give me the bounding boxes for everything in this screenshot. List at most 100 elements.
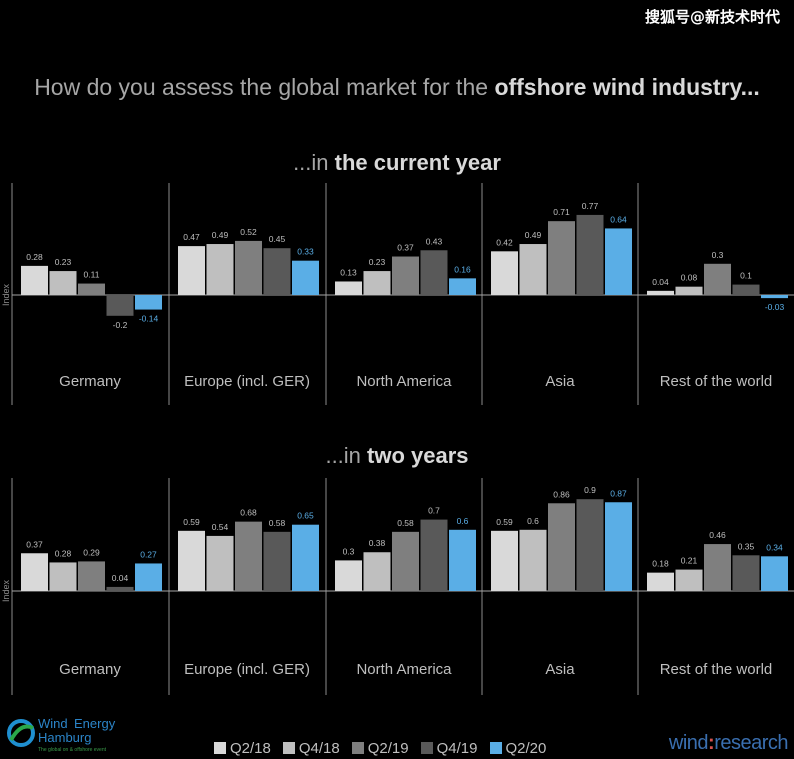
- y-axis-label: Index: [1, 579, 11, 602]
- bar: [704, 263, 731, 295]
- category-label: Asia: [545, 661, 575, 678]
- bar: [392, 256, 419, 295]
- bar: [392, 531, 419, 591]
- data-label: 0.1: [740, 271, 752, 281]
- bar: [576, 499, 604, 591]
- logo-line2: Hamburg: [38, 730, 91, 745]
- logo-swirl-icon: Wind Energy Hamburg The global on & offs…: [7, 716, 116, 753]
- bar: [292, 260, 319, 295]
- data-label: -0.2: [113, 320, 128, 330]
- bar: [761, 556, 788, 591]
- data-label: 0.7: [428, 506, 440, 516]
- data-label: 0.45: [269, 234, 286, 244]
- bar: [449, 278, 476, 295]
- logo-line1b: Energy: [74, 716, 116, 731]
- legend-item: Q4/18: [282, 739, 340, 757]
- data-label: 0.3: [712, 250, 724, 260]
- category-label: Rest of the world: [660, 373, 773, 390]
- bar: [519, 529, 547, 591]
- chart-current-year: Index 0.28 0.23 0.11 -0.2 -0.14 Germany 0.47 0.4…: [1, 183, 794, 405]
- data-label: 0.71: [553, 207, 570, 217]
- bar: [135, 295, 162, 310]
- category-label: Europe (incl. GER): [184, 373, 310, 390]
- bar: [292, 524, 319, 591]
- data-label: 0.59: [183, 517, 200, 527]
- data-label: 0.28: [26, 252, 43, 262]
- bar: [206, 244, 234, 295]
- data-label: 0.87: [610, 488, 627, 498]
- data-label: 0.37: [26, 539, 43, 549]
- bar: [647, 290, 674, 295]
- bar: [491, 530, 518, 591]
- section-title-prefix: ...in: [325, 443, 368, 468]
- main-title-prefix: How do you assess the global market for …: [34, 74, 495, 100]
- data-label: 0.33: [297, 247, 314, 257]
- bar: [761, 295, 788, 299]
- brand-right: research: [714, 732, 788, 754]
- data-label: 0.23: [369, 257, 386, 267]
- data-label: 0.08: [681, 273, 698, 283]
- bar: [49, 271, 77, 295]
- legend-swatch: [420, 742, 433, 754]
- data-label: 0.52: [240, 227, 257, 237]
- bar: [335, 281, 362, 295]
- bar: [647, 572, 674, 591]
- data-label: -0.14: [139, 314, 159, 324]
- legend-swatch: [214, 742, 226, 754]
- bar: [732, 555, 760, 591]
- logo-tagline: The global on & offshore event: [38, 747, 107, 753]
- bar: [78, 283, 105, 295]
- bar: [675, 569, 703, 591]
- data-label: 0.04: [112, 573, 129, 583]
- legend-label: Q2/19: [367, 739, 409, 757]
- bar: [21, 265, 48, 295]
- data-label: 0.42: [496, 237, 513, 247]
- bar: [178, 530, 205, 591]
- data-label: 0.6: [527, 516, 539, 526]
- data-label: 0.11: [84, 270, 100, 280]
- data-label: 0.35: [738, 541, 755, 551]
- data-label: 0.27: [140, 549, 157, 559]
- data-label: -0.03: [765, 302, 785, 312]
- wind-research-brand: wind:research: [668, 732, 789, 755]
- bar: [449, 529, 476, 591]
- category-label: Germany: [59, 661, 121, 678]
- legend-label: Q2/18: [230, 739, 271, 757]
- legend-swatch: [351, 742, 364, 754]
- data-label: 0.23: [55, 257, 72, 267]
- data-label: 0.58: [269, 518, 286, 528]
- bar: [675, 286, 703, 295]
- bar: [519, 244, 547, 295]
- bar: [106, 586, 134, 591]
- data-label: 0.54: [212, 522, 229, 532]
- legend-swatch: [489, 742, 502, 754]
- bar: [548, 221, 575, 295]
- bar: [263, 531, 291, 591]
- brand-left: wind: [668, 732, 709, 754]
- legend-label: Q4/19: [436, 739, 478, 757]
- bar: [106, 295, 134, 316]
- bar: [178, 246, 205, 295]
- data-label: 0.13: [340, 267, 357, 277]
- legend-item: Q2/18: [214, 740, 271, 757]
- data-label: 0.29: [83, 547, 100, 557]
- bar: [704, 544, 731, 591]
- category-label: Asia: [545, 373, 575, 390]
- section-title-bold: two years: [367, 443, 469, 468]
- bar: [235, 521, 262, 591]
- data-label: 0.21: [681, 556, 698, 566]
- data-label: 0.64: [610, 214, 627, 224]
- chart-two-years: Index 0.37 0.28 0.29 0.04 0.27 Germany 0.59 0.54…: [1, 478, 794, 695]
- bar: [135, 563, 162, 591]
- bar: [78, 561, 105, 591]
- legend-item: Q4/19: [420, 739, 478, 757]
- data-label: 0.58: [397, 518, 414, 528]
- main-title: How do you assess the global market for …: [0, 74, 794, 101]
- bar: [605, 502, 632, 591]
- category-label: North America: [356, 661, 452, 678]
- data-label: 0.37: [397, 243, 414, 253]
- bar: [605, 228, 632, 295]
- data-label: 0.18: [652, 559, 669, 569]
- category-label: Europe (incl. GER): [184, 661, 310, 678]
- legend-label: Q4/18: [298, 739, 340, 757]
